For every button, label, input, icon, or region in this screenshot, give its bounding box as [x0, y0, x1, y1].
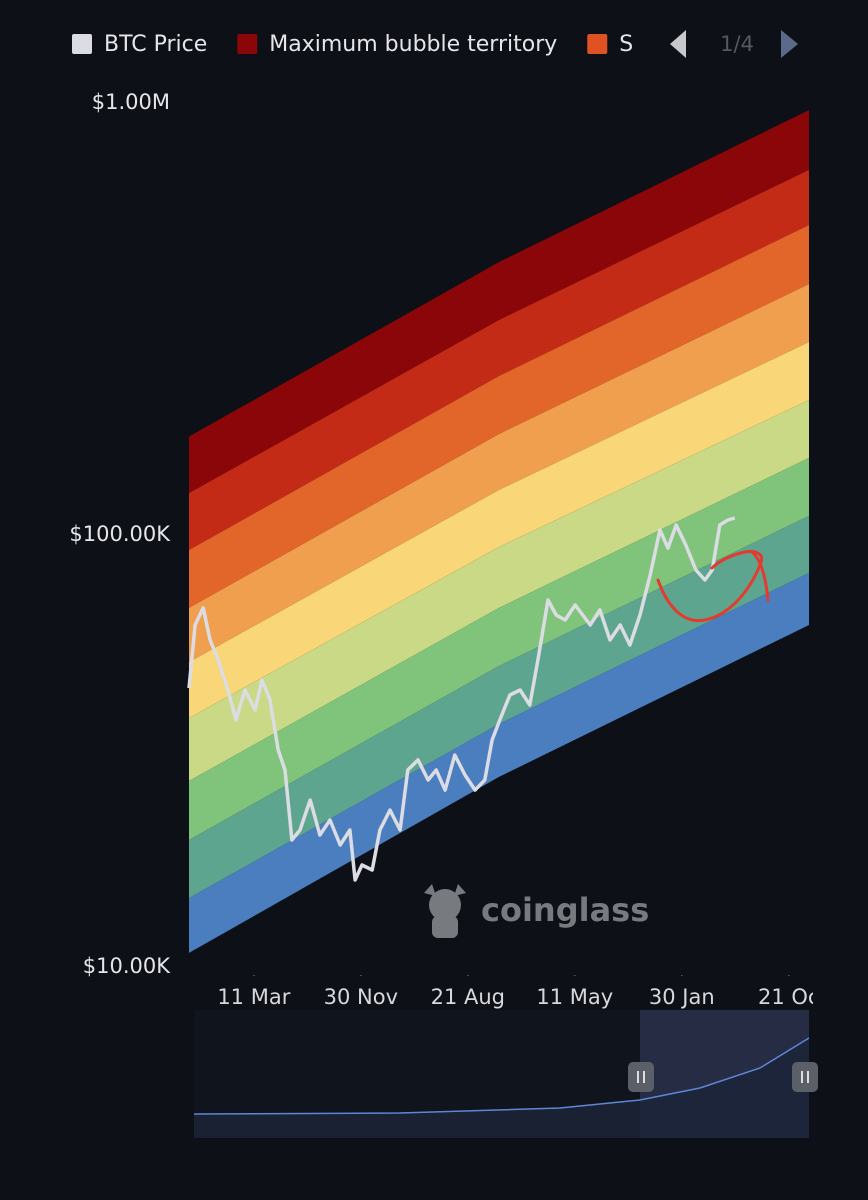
legend-page: 1/4: [720, 32, 754, 56]
navigator-handle[interactable]: [628, 1062, 654, 1092]
legend: BTC Price Maximum bubble territory S: [72, 32, 633, 57]
legend-label: BTC Price: [104, 32, 207, 57]
rainbow-band: [189, 341, 809, 719]
legend-label: Maximum bubble territory: [269, 32, 557, 57]
y-tick-label: $10.00K: [83, 954, 171, 978]
navigator-area: [194, 1038, 809, 1138]
y-tick-label: $100.00K: [69, 522, 171, 546]
x-tick-label: 11 Mar: [217, 985, 290, 1009]
x-tick-label: 21 Oc: [758, 985, 819, 1009]
x-tick-label: 30 Nov: [324, 985, 398, 1009]
x-tick-label: 30 Jan: [649, 985, 715, 1009]
rainbow-band: [189, 225, 809, 608]
rainbow-band: [189, 399, 809, 781]
y-tick-label: $1.00M: [92, 90, 170, 114]
legend-next[interactable]: [781, 30, 798, 58]
rainbow-band: [189, 572, 809, 953]
handle-grip: [637, 1071, 645, 1083]
price-line: [187, 516, 736, 882]
navigator-handle[interactable]: [792, 1062, 818, 1092]
rainbow-band: [189, 169, 809, 551]
navigator: [193, 1010, 818, 1138]
watermark-text: coinglass: [481, 891, 649, 929]
rainbow-band: [189, 515, 809, 899]
x-axis: 11 Mar 30 Nov 21 Aug 11 May 30 Jan 21 Oc: [217, 975, 819, 1009]
annotation-scribble: [656, 550, 770, 623]
legend-swatch: [237, 34, 258, 54]
navigator-line: [193, 1037, 810, 1115]
legend-label: S: [619, 32, 633, 57]
watermark: coinglass: [424, 884, 649, 938]
x-tick-label: 11 May: [536, 985, 613, 1009]
plot: [187, 110, 809, 953]
legend-swatch: [587, 34, 608, 54]
x-tick-label: 21 Aug: [431, 985, 505, 1009]
legend-prev[interactable]: [670, 30, 686, 58]
rainbow-band: [189, 110, 809, 494]
legend-swatch: [72, 34, 92, 54]
handle-grip: [801, 1071, 809, 1083]
rainbow-band: [189, 284, 809, 663]
